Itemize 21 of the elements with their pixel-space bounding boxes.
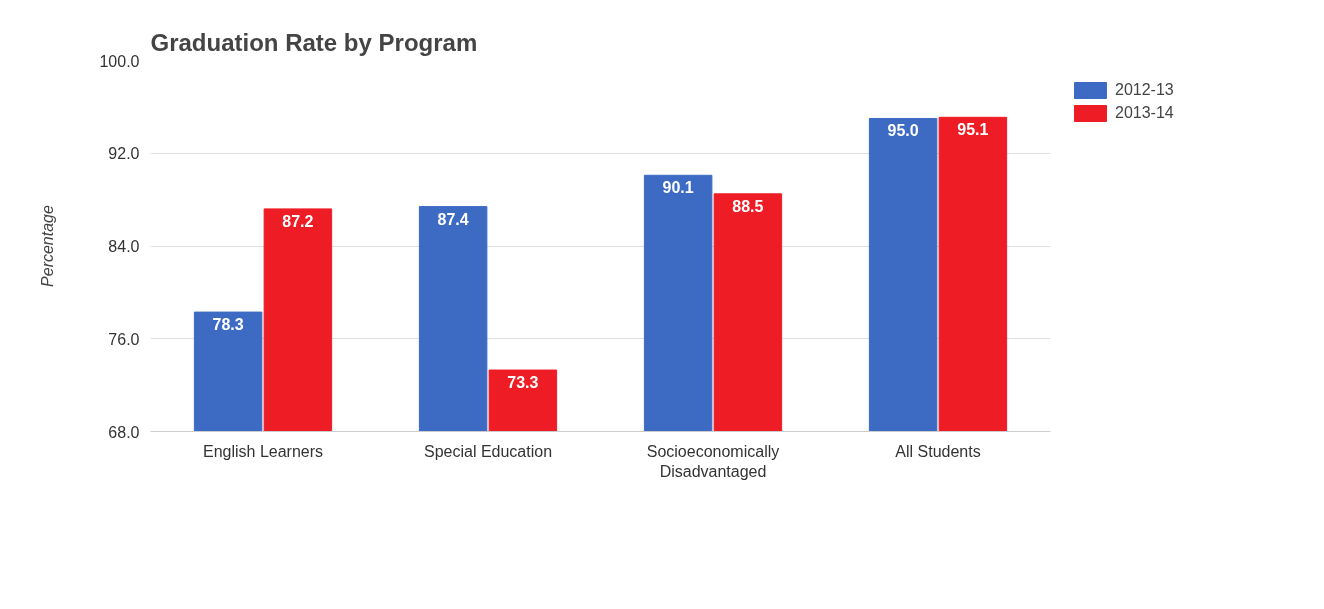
chart-title: Graduation Rate by Program xyxy=(150,28,478,56)
y-tick-label: 84.0 xyxy=(108,238,140,255)
legend-label: 2012-13 xyxy=(1115,81,1174,99)
x-tick-label: English Learners xyxy=(202,442,324,460)
x-tick-label: Socioeconomically Disadvantaged xyxy=(646,442,780,480)
y-tick-label: 68.0 xyxy=(108,423,140,441)
data-label: 95.0 xyxy=(887,122,919,140)
data-label: 90.1 xyxy=(662,179,694,197)
data-label: 87.4 xyxy=(437,210,469,228)
data-label: 87.2 xyxy=(282,212,314,230)
y-tick-label: 100.0 xyxy=(99,52,140,70)
y-tick-label: 76.0 xyxy=(108,330,140,348)
data-label: 78.3 xyxy=(212,316,244,334)
x-tick-label: All Students xyxy=(895,442,981,460)
y-axis-title: Percentage xyxy=(39,204,57,287)
legend-label: 2013-14 xyxy=(1115,104,1174,122)
data-label: 73.3 xyxy=(507,374,539,392)
data-label: 95.1 xyxy=(957,121,989,139)
y-tick-label: 92.0 xyxy=(108,145,140,163)
data-label: 88.5 xyxy=(732,197,764,215)
x-tick-label: Special Education xyxy=(423,442,553,460)
